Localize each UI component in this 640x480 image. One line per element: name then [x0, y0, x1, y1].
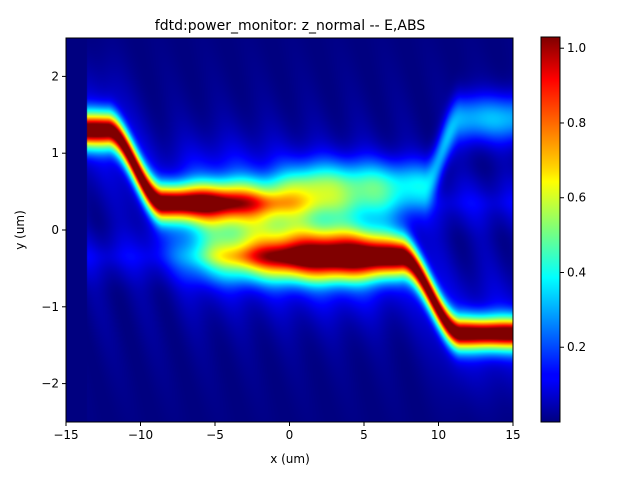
colorbar-tick-label: 0.8	[567, 116, 586, 130]
chart-title: fdtd:power_monitor: z_normal -- E,ABS	[155, 18, 426, 34]
colorbar-ticks: 0.2 0.4 0.6 0.8 1.0	[560, 41, 586, 354]
y-tick-label: 0	[51, 223, 59, 237]
y-tick-label: 2	[51, 69, 59, 83]
colorbar-frame	[540, 36, 561, 423]
heatmap-image	[66, 38, 513, 422]
x-tick-label: 5	[360, 428, 368, 442]
y-tick-label: 1	[51, 146, 59, 160]
colorbar-tick-label: 0.2	[567, 340, 586, 354]
y-tick-label: −2	[41, 377, 59, 391]
x-tick-label: 0	[286, 428, 294, 442]
y-axis-ticks: −2 −1 0 1 2	[41, 69, 66, 391]
x-tick-label: −15	[53, 428, 78, 442]
y-axis-label: y (um)	[13, 210, 27, 250]
y-tick-label: −1	[41, 300, 59, 314]
colorbar: 0.2 0.4 0.6 0.8 1.0	[540, 36, 586, 423]
colorbar-tick-label: 1.0	[567, 41, 586, 55]
colorbar-tick-label: 0.6	[567, 191, 586, 205]
x-tick-label: 10	[431, 428, 446, 442]
x-tick-label: 15	[505, 428, 520, 442]
x-axis-label: x (um)	[270, 452, 310, 466]
x-tick-label: −10	[128, 428, 153, 442]
plot-area	[65, 37, 514, 423]
colorbar-gradient	[541, 37, 560, 422]
x-axis-ticks: −15 −10 −5 0 5 10 15	[53, 422, 521, 442]
colorbar-tick-label: 0.4	[567, 265, 586, 279]
x-tick-label: −5	[206, 428, 224, 442]
